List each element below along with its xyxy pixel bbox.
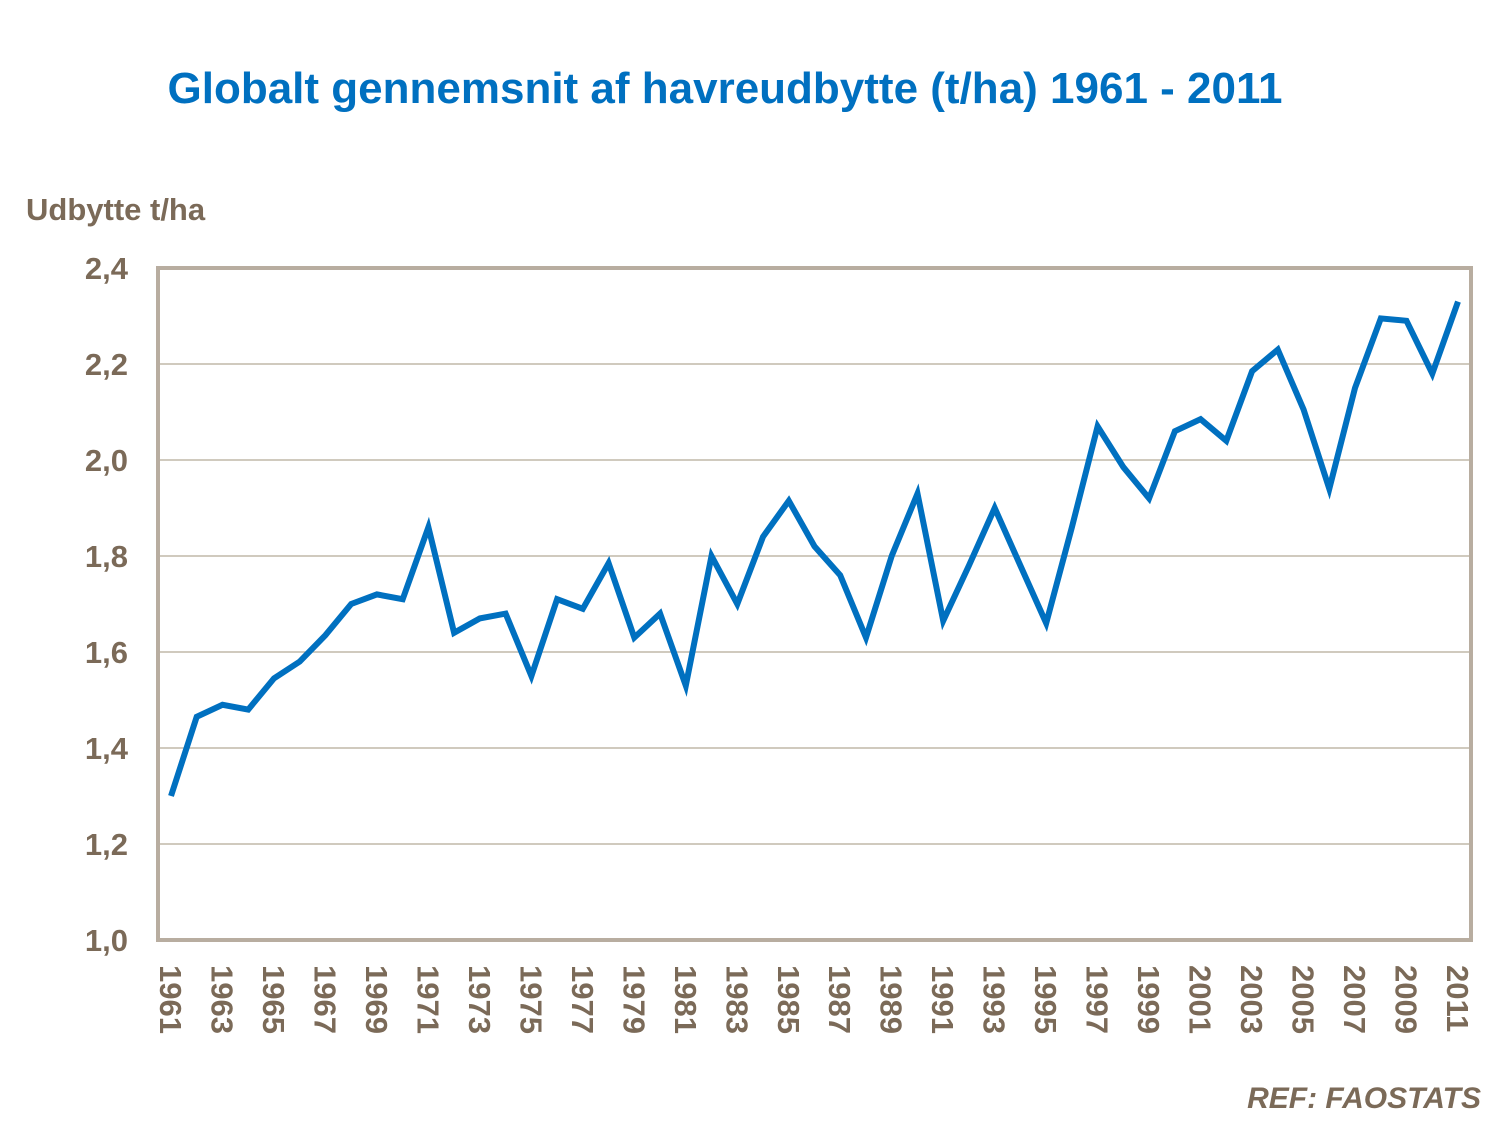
x-tick-label: 2009 (1389, 965, 1424, 1034)
x-tick-label: 2001 (1183, 965, 1218, 1034)
y-tick-label: 2,0 (85, 443, 128, 478)
x-tick-label: 1963 (204, 965, 239, 1034)
y-tick-label: 1,4 (85, 731, 129, 766)
x-tick-label: 1991 (925, 965, 960, 1034)
plot-border (156, 266, 1473, 942)
y-tick-label: 2,2 (85, 347, 128, 382)
x-tick-label: 1971 (410, 965, 445, 1034)
source-reference: REF: FAOSTATS (1247, 1082, 1481, 1115)
x-tick-label: 2003 (1234, 965, 1269, 1034)
chart-title: Globalt gennemsnit af havreudbytte (t/ha… (167, 64, 1283, 113)
x-tick-label: 1999 (1131, 965, 1166, 1034)
y-axis-label: Udbytte t/ha (26, 192, 206, 227)
x-tick-label: 1997 (1080, 965, 1115, 1034)
x-tick-label: 1965 (256, 965, 291, 1034)
x-tick-label: 1977 (565, 965, 600, 1034)
y-tick-label: 1,2 (85, 827, 128, 862)
x-tick-label: 1987 (822, 965, 857, 1034)
yield-line (168, 300, 1461, 797)
x-tick-label: 1979 (616, 965, 651, 1034)
x-tick-label: 1993 (977, 965, 1012, 1034)
x-tick-label: 1983 (719, 965, 754, 1034)
x-tick-label: 1989 (874, 965, 909, 1034)
y-tick-label: 1,8 (85, 539, 128, 574)
x-tick-label: 1973 (462, 965, 497, 1034)
x-tick-label: 1969 (359, 965, 394, 1034)
x-tick-label: 2007 (1337, 965, 1372, 1034)
x-tick-label: 1985 (771, 965, 806, 1034)
x-tick-label: 1995 (1028, 965, 1063, 1034)
x-tick-label: 1967 (307, 965, 342, 1034)
x-tick-label: 1981 (668, 965, 703, 1034)
x-tick-label: 1975 (513, 965, 548, 1034)
x-tick-label: 2011 (1440, 965, 1475, 1032)
y-tick-label: 2,4 (85, 251, 129, 286)
y-tick-label: 1,6 (85, 635, 128, 670)
x-tick-label: 2005 (1286, 965, 1321, 1034)
y-tick-label: 1,0 (85, 923, 128, 958)
x-tick-label: 1961 (153, 965, 188, 1034)
